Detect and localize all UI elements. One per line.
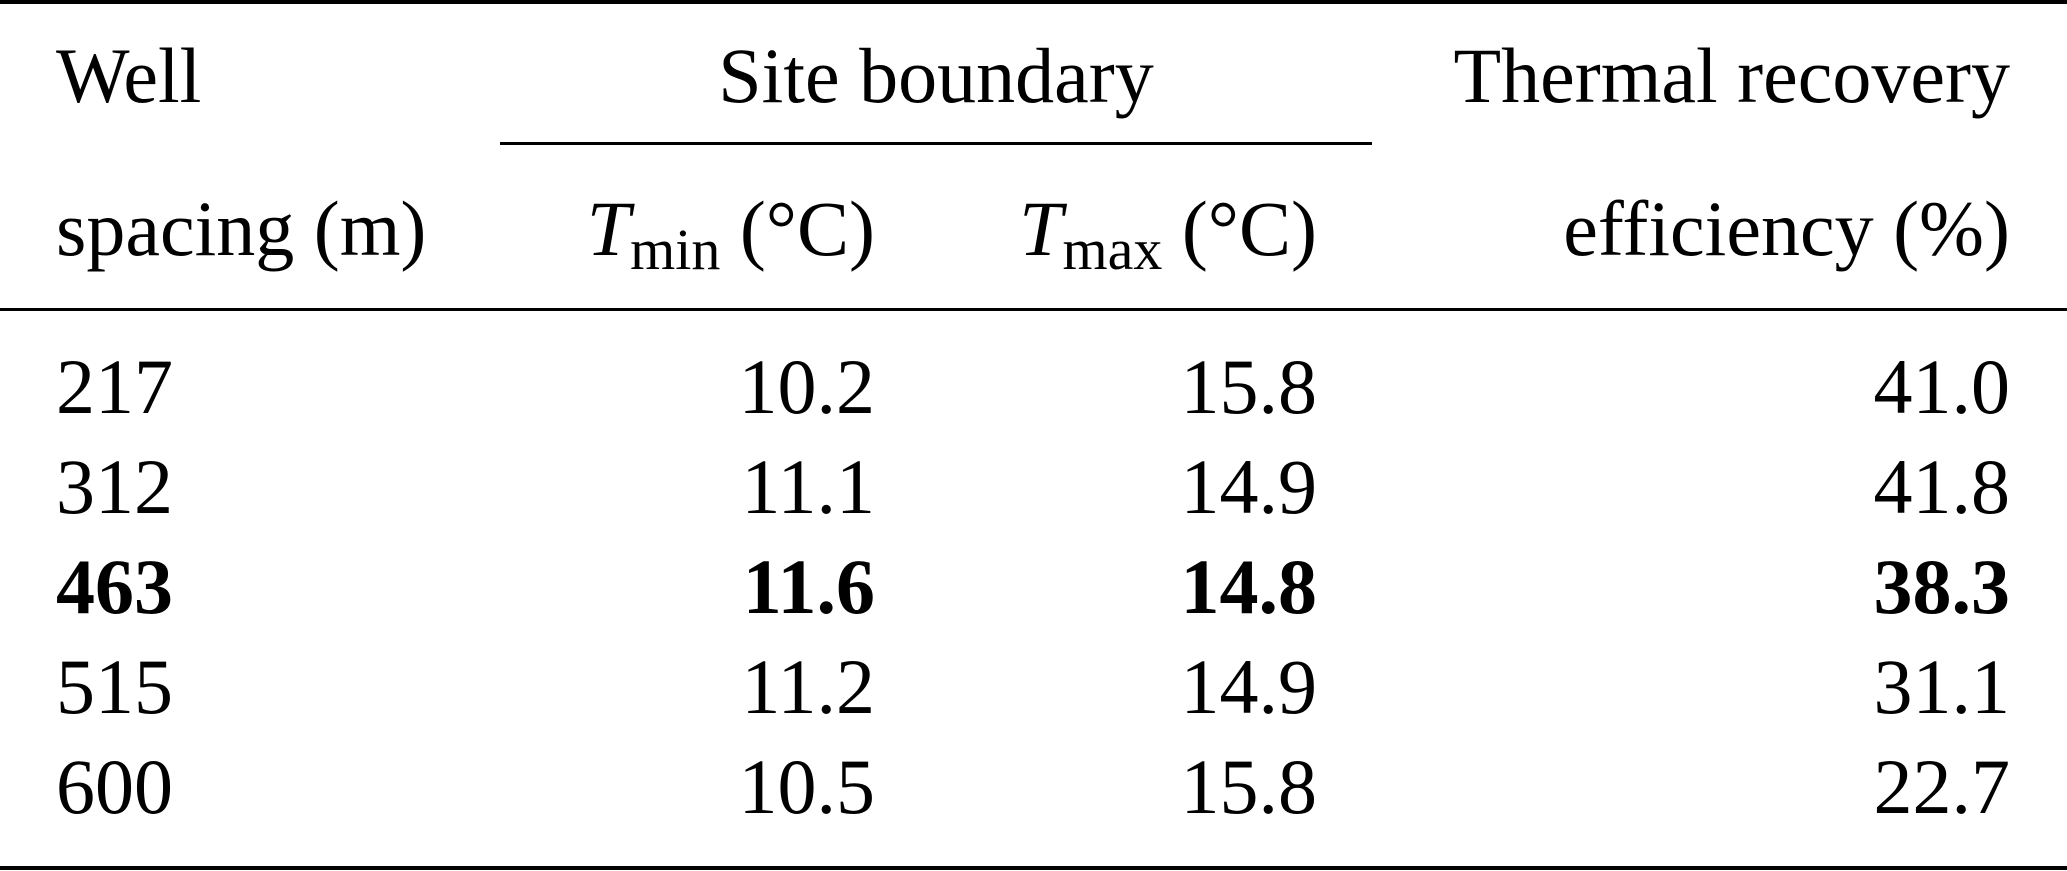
cell-tmax: 15.8: [1180, 743, 1318, 830]
cell-tmin: 10.2: [738, 343, 876, 430]
cell-efficiency: 41.8: [1873, 443, 2011, 530]
cell-spacing: 600: [56, 743, 173, 830]
header-well: Well: [56, 32, 202, 119]
table-bottom-rule: [0, 866, 2067, 870]
cell-tmax: 14.9: [1180, 443, 1318, 530]
header-site-boundary: Site boundary: [718, 32, 1154, 119]
cell-efficiency: 38.3: [1873, 543, 2011, 630]
cell-spacing: 312: [56, 443, 173, 530]
cell-tmax: 15.8: [1180, 343, 1318, 430]
header-efficiency: efficiency (%): [1563, 185, 2010, 272]
cell-tmin: 11.2: [741, 643, 875, 730]
cell-tmax: 14.9: [1180, 643, 1318, 730]
group-header-rule: [500, 142, 1372, 145]
cell-spacing: 463: [56, 543, 173, 630]
tmin-subscript: min: [630, 217, 721, 282]
header-tmax: Tmax (°C): [1019, 190, 1317, 279]
cell-efficiency: 41.0: [1873, 343, 2011, 430]
cell-tmin: 10.5: [738, 743, 876, 830]
cell-tmax: 14.8: [1180, 543, 1318, 630]
table-top-rule: [0, 0, 2067, 4]
cell-spacing: 217: [56, 343, 173, 430]
tmin-symbol: T: [586, 185, 631, 272]
cell-tmin: 11.6: [742, 543, 875, 630]
header-spacing: spacing (m): [56, 185, 427, 272]
cell-efficiency: 31.1: [1873, 643, 2011, 730]
tmin-unit: (°C): [720, 185, 875, 272]
header-bottom-rule: [0, 308, 2067, 311]
cell-efficiency: 22.7: [1873, 743, 2011, 830]
tmax-subscript: max: [1062, 217, 1163, 282]
tmax-unit: (°C): [1162, 185, 1317, 272]
cell-tmin: 11.1: [741, 443, 875, 530]
cell-spacing: 515: [56, 643, 173, 730]
header-tmin: Tmin (°C): [587, 190, 875, 279]
tmax-symbol: T: [1019, 185, 1063, 272]
header-thermal-recovery: Thermal recovery: [1453, 32, 2010, 119]
